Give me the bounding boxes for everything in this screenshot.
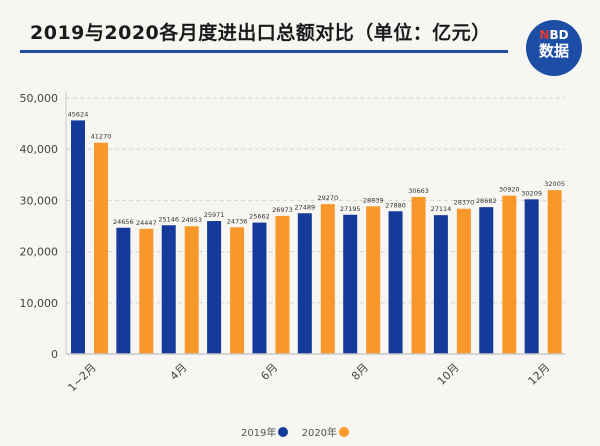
legend-label-2019: 2019年 <box>240 428 277 439</box>
data-label: 28370 <box>454 199 475 207</box>
x-tick-label: 4月 <box>168 361 190 383</box>
data-label: 27195 <box>340 205 361 213</box>
data-label: 24447 <box>136 219 157 227</box>
nbd-logo: NBD 数据 <box>526 20 582 76</box>
data-label: 30209 <box>521 189 542 197</box>
data-label: 32005 <box>544 180 565 188</box>
x-tick-label: 1~2月 <box>65 361 98 394</box>
data-label: 29270 <box>317 194 338 202</box>
data-label: 28682 <box>476 197 497 205</box>
bar-2020年-1~2月 <box>94 142 108 354</box>
y-tick-label: 30,000 <box>20 194 59 207</box>
bar-2020年-7月 <box>320 204 335 354</box>
bar-2020年-11月 <box>502 195 517 354</box>
bar-2019年-11月 <box>479 207 494 354</box>
x-tick-label: 6月 <box>258 361 280 383</box>
bar-2020年-5月 <box>230 227 245 354</box>
data-label: 30920 <box>499 186 520 194</box>
data-label: 25146 <box>158 215 179 223</box>
bar-2019年-1~2月 <box>71 120 85 354</box>
bar-2020年-4月 <box>184 226 199 354</box>
data-label: 24736 <box>227 217 248 225</box>
bar-2019年-4月 <box>161 225 176 354</box>
bar-2019年-5月 <box>207 221 222 354</box>
x-tick-label: 12月 <box>526 361 553 388</box>
data-label: 45624 <box>68 110 89 118</box>
bar-2020年-9月 <box>411 197 426 354</box>
legend: 2019年 2020年 <box>0 424 600 439</box>
bar-2020年-12月 <box>547 190 562 354</box>
bar-2019年-6月 <box>252 222 267 354</box>
data-label: 41270 <box>91 133 112 141</box>
bar-2019年-12月 <box>524 199 539 354</box>
bar-2020年-10月 <box>456 208 471 354</box>
y-tick-label: 50,000 <box>20 92 59 105</box>
data-label: 24953 <box>181 216 202 224</box>
chart-title: 2019与2020各月度进出口总额对比（单位：亿元） <box>30 22 491 44</box>
data-label: 30663 <box>408 187 429 195</box>
logo-n: N <box>539 28 550 42</box>
bar-2020年-6月 <box>275 215 290 354</box>
x-tick-label: 10月 <box>435 361 462 388</box>
data-label: 26973 <box>272 206 293 214</box>
logo-bd: BD <box>549 28 569 42</box>
y-tick-label: 40,000 <box>20 143 59 156</box>
y-tick-label: 20,000 <box>20 246 59 259</box>
data-label: 24656 <box>113 218 134 226</box>
bar-2019年-3月 <box>116 227 131 354</box>
legend-label-2020: 2020年 <box>301 428 338 439</box>
data-label: 25662 <box>249 213 270 221</box>
bar-2019年-9月 <box>388 211 403 354</box>
data-label: 27489 <box>294 203 315 211</box>
legend-swatch-2020 <box>339 427 350 437</box>
bar-2020年-8月 <box>366 206 381 354</box>
data-label: 28839 <box>363 196 384 204</box>
y-tick-label: 10,000 <box>20 297 59 310</box>
bar-2020年-3月 <box>139 228 154 354</box>
x-tick-label: 8月 <box>349 361 371 383</box>
data-label: 27880 <box>385 201 406 209</box>
bar-2019年-8月 <box>343 214 358 354</box>
data-label: 27114 <box>431 205 452 213</box>
bar-2019年-7月 <box>297 213 312 354</box>
logo-text: 数据 <box>538 42 569 60</box>
title-underline <box>20 50 508 53</box>
legend-swatch-2019 <box>278 427 289 437</box>
data-label: 25971 <box>204 211 225 219</box>
y-tick-label: 0 <box>51 348 58 361</box>
bar-2019年-10月 <box>433 215 448 354</box>
